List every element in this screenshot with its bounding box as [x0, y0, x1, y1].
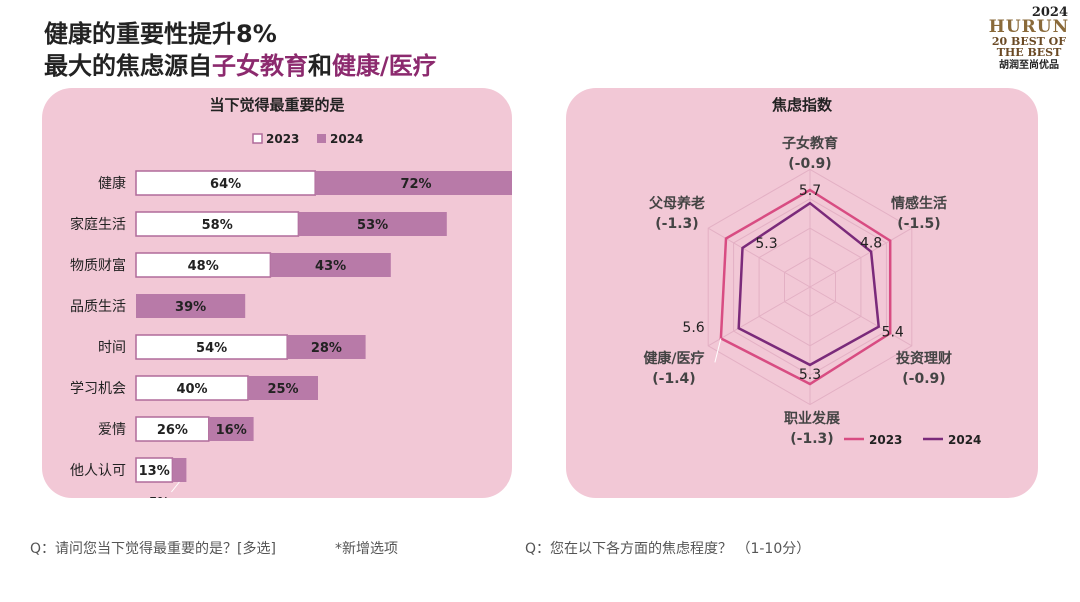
bar-2023	[135, 375, 249, 401]
radar-axis-change: (-1.3)	[655, 216, 698, 232]
category-label: 时间	[98, 340, 126, 356]
category-label: 家庭生活	[70, 216, 126, 233]
radar-axis-change: (-0.9)	[788, 156, 831, 172]
radar-value-label: 5.3	[755, 236, 777, 252]
radar-axis-change: (-0.9)	[902, 371, 945, 387]
logo-subtitle: 胡润至尚优品	[999, 60, 1059, 71]
legend-swatch-2024	[317, 134, 326, 143]
radar-axis-change: (-1.5)	[897, 216, 940, 232]
radar-axis-label: 职业发展	[784, 410, 840, 427]
anxiety-radar-chart: 5.7 4.8 5.4 5.3 5.6 5.3 子女教育 (-0.9) 情感生活 (-1.5) 投资…	[643, 135, 981, 447]
bar-label-2023: 40%	[176, 382, 207, 397]
logo-brand: HURUN	[988, 17, 1070, 37]
bar-label-2023: 54%	[196, 341, 227, 356]
importance-chart-title: 当下觉得最重要的是	[209, 96, 345, 114]
bar-label-2024: 53%	[357, 218, 388, 233]
headline-accent-health: 健康/医疗	[332, 52, 437, 80]
category-label: 学习机会	[70, 381, 126, 397]
bar-2024	[315, 171, 512, 195]
bar-label-2024: 5%	[149, 495, 169, 498]
radar-value-label: 5.6	[682, 320, 704, 336]
bar-2024	[287, 335, 366, 359]
radar-legend-label-2024: 2024	[948, 433, 981, 447]
bar-label-2023: 48%	[188, 259, 219, 274]
bar-label-2023: 58%	[202, 218, 233, 233]
radar-axis-label: 健康/医疗	[643, 350, 704, 367]
headline-line2-mid: 和	[308, 52, 332, 80]
footer-left-question: Q：请问您当下觉得最重要的是？[多选]	[30, 541, 276, 557]
bar-2024	[208, 417, 254, 441]
legend-label-2024: 2024	[330, 132, 363, 146]
bar-2023	[135, 170, 316, 196]
bar-label-2024: 25%	[267, 382, 298, 397]
anxiety-panel: 焦虑指数 5.7 4.8 5.4 5.3 5.6 5.3 子女教育 (-0.9) 情感生活 (-1…	[566, 88, 1038, 498]
category-label: 爱情	[98, 422, 126, 438]
radar-value-label: 5.3	[799, 367, 821, 383]
radar-value-label: 5.4	[882, 325, 904, 341]
bar-2024	[172, 458, 187, 482]
importance-bar-chart: 2023 2024 健康 64% 72% 家庭生活 58% 53% 物质财富 48% 43% 品质生活…	[70, 132, 512, 498]
radar-spoke	[809, 227, 913, 288]
logo-year: 2024	[1031, 5, 1068, 20]
headline-line2-prefix: 最大的焦虑源自	[44, 52, 212, 80]
radar-axis-label: 子女教育	[782, 135, 838, 152]
bar-label-2023: 26%	[157, 423, 188, 438]
bar-label-2024: 72%	[400, 177, 431, 192]
radar-axis-change: (-1.3)	[790, 431, 833, 447]
radar-series-2023	[719, 188, 892, 386]
radar-series-2024	[737, 201, 881, 367]
bar-label-2023: 64%	[210, 177, 241, 192]
importance-panel: 当下觉得最重要的是 2023 2024 健康 64% 72% 家庭生活 58% 53% 物质财富…	[42, 88, 512, 498]
bar-2023	[135, 416, 210, 442]
bar-2023	[135, 334, 288, 360]
legend-swatch-2023	[252, 133, 263, 144]
radar-legend-label-2023: 2023	[869, 433, 902, 447]
bar-legend: 2023 2024	[252, 132, 363, 146]
category-label: 他人认可	[70, 463, 126, 479]
footer-note: *新增选项	[335, 541, 398, 557]
headline-line2: 最大的焦虑源自子女教育和健康/医疗	[44, 46, 437, 81]
bar-2023	[135, 211, 300, 237]
legend-label-2023: 2023	[266, 132, 299, 146]
radar-axis-label: 情感生活	[891, 195, 947, 212]
bar-2023	[135, 457, 174, 483]
bar-label-2023: 13%	[139, 464, 170, 479]
category-label: 健康	[98, 175, 126, 192]
radar-value-label: 5.7	[799, 183, 821, 199]
category-label: 物质财富	[70, 257, 126, 274]
logo-mark: 20 BEST OF THE BEST	[991, 35, 1067, 59]
headline-line1: 健康的重要性提升8%	[44, 20, 277, 48]
bar-label-2024: 16%	[216, 423, 247, 438]
bar-label-2024: 28%	[311, 341, 342, 356]
radar-axis-label: 投资理财	[896, 350, 952, 367]
category-label: 品质生活	[70, 299, 126, 315]
hurun-logo: 2024 HURUN 20 BEST OF THE BEST 胡润至尚优品	[986, 6, 1072, 71]
radar-axis-change: (-1.4)	[652, 371, 695, 387]
footer-right-question: Q：您在以下各方面的焦虑程度？ （1-10分）	[525, 541, 811, 557]
radar-axis-label: 父母养老	[648, 195, 705, 212]
bar-2024	[270, 253, 391, 277]
radar-spoke	[707, 286, 811, 347]
headline-accent-children-education: 子女教育	[212, 52, 308, 80]
bar-label-leader	[171, 481, 180, 493]
bar-label-2024: 43%	[315, 259, 346, 274]
radar-spoke	[809, 286, 913, 347]
bar-label-2024: 39%	[175, 300, 206, 315]
anxiety-chart-title: 焦虑指数	[771, 96, 832, 114]
bar-2024	[248, 376, 318, 400]
radar-value-label: 4.8	[860, 236, 882, 252]
bar-2024	[136, 294, 246, 318]
radar-value-leader	[714, 338, 722, 363]
bar-2024	[298, 212, 447, 236]
